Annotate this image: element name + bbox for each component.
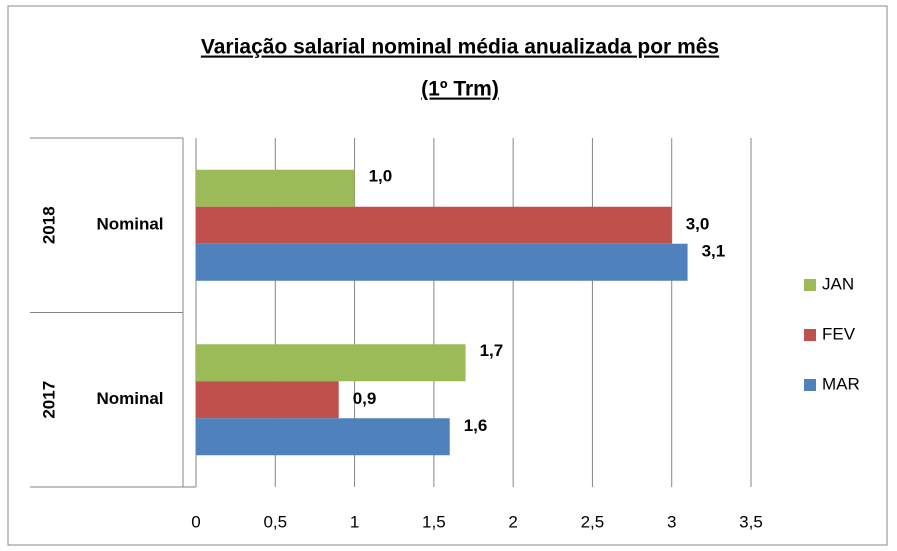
category-label: Nominal [96, 389, 163, 408]
legend-swatch [804, 329, 816, 341]
bar [196, 243, 688, 281]
value-label: 1,7 [480, 341, 504, 360]
x-tick-label: 2,5 [581, 512, 605, 531]
x-tick-label: 3,5 [739, 512, 763, 531]
chart-title: Variação salarial nominal média anualiza… [201, 36, 719, 59]
category-label: Nominal [96, 215, 163, 234]
chart-subtitle: (1º Trm) [421, 78, 499, 101]
x-tick-label: 1 [350, 512, 359, 531]
bar [196, 344, 466, 382]
value-label: 3,1 [702, 242, 726, 261]
bar [196, 169, 355, 207]
x-tick-label: 1,5 [422, 512, 446, 531]
value-label: 3,0 [686, 215, 710, 234]
bar [196, 381, 339, 419]
legend-label: MAR [822, 374, 860, 393]
bar [196, 206, 672, 244]
legend-swatch [804, 279, 816, 291]
x-tick-label: 3 [667, 512, 676, 531]
value-label: 1,0 [369, 167, 393, 186]
x-tick-label: 0,5 [263, 512, 287, 531]
group-label: 2018 [39, 206, 58, 244]
legend-swatch [804, 379, 816, 391]
x-tick-label: 2 [508, 512, 517, 531]
x-tick-label: 0 [191, 512, 200, 531]
value-label: 0,9 [353, 389, 377, 408]
legend-label: JAN [822, 274, 854, 293]
value-label: 1,6 [464, 416, 488, 435]
bar [196, 418, 450, 456]
group-label: 2017 [39, 381, 58, 419]
legend-label: FEV [822, 324, 856, 343]
